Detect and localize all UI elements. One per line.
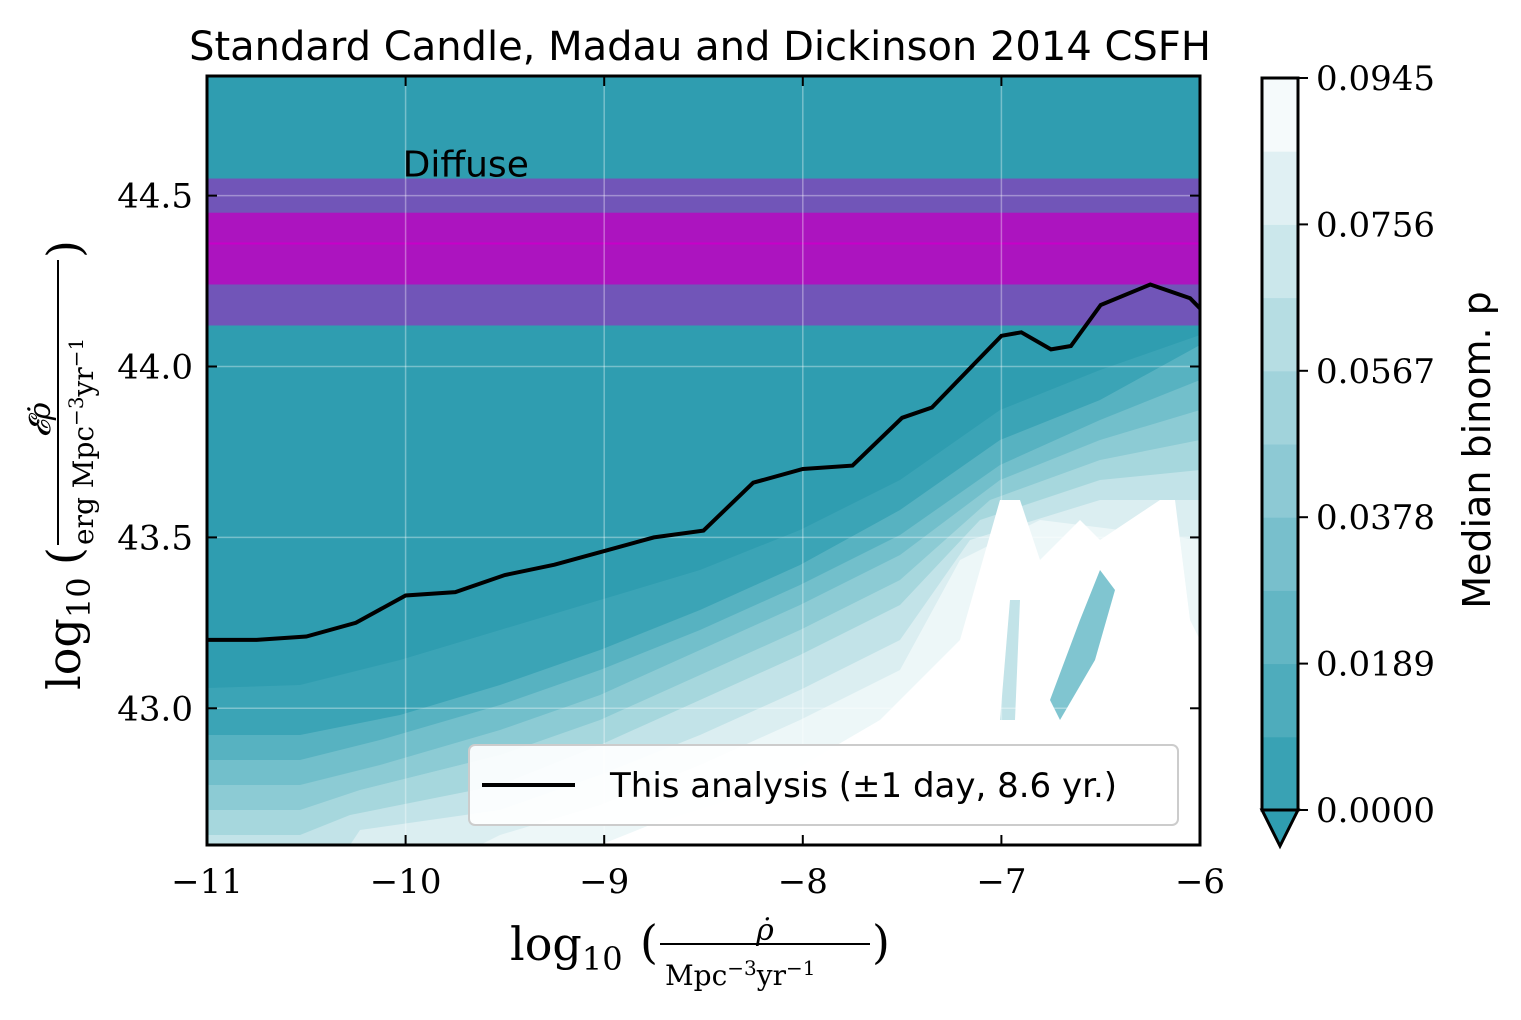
chart-title: Standard Candle, Madau and Dickinson 201… [189, 24, 1211, 70]
y-tick-label: 44.0 [117, 348, 193, 388]
svg-text:): ) [872, 915, 890, 969]
svg-text:log10: log10 [37, 577, 98, 690]
colorbar-tick-label: 0.0189 [1316, 645, 1435, 685]
colorbar-tick-label: 0.0945 [1316, 59, 1435, 99]
legend-label: This analysis (±1 day, 8.6 yr.) [609, 766, 1117, 806]
colorbar-segment [1262, 370, 1298, 445]
svg-text:): ) [37, 240, 91, 258]
diffuse-band-inner [207, 212, 1200, 285]
svg-text:log10: log10 [510, 917, 623, 978]
x-tick-label: −8 [778, 862, 828, 902]
legend: This analysis (±1 day, 8.6 yr.) [468, 744, 1179, 826]
colorbar-segment [1262, 517, 1298, 591]
y-tick-label: 43.0 [117, 689, 193, 729]
colorbar-tick-label: 0.0000 [1316, 791, 1435, 831]
colorbar-segment [1262, 78, 1298, 152]
x-tick-label: −9 [579, 862, 629, 902]
y-axis-label: log10 ( 𝓔ρ̇ erg Mpc−3yr−1 ) [23, 240, 100, 690]
svg-text:ρ̇: ρ̇ [755, 913, 774, 948]
svg-text:(: ( [37, 547, 91, 565]
colorbar-segment [1262, 736, 1298, 811]
colorbar-segment [1262, 590, 1298, 665]
colorbar-segment [1262, 444, 1298, 518]
axis-ticks: −11 −10 −9 −8 −7 −6 43.0 43.5 44.0 44.5 [117, 76, 1225, 902]
colorbar-extend-min [1259, 808, 1301, 850]
svg-text:Mpc−3yr−1: Mpc−3yr−1 [665, 956, 815, 992]
y-tick-label: 44.5 [117, 177, 193, 217]
colorbar: 0.0000 0.0189 0.0378 0.0567 0.0756 0.0945 [1259, 59, 1435, 850]
contour-streak [1050, 570, 1115, 720]
colorbar-segment [1262, 151, 1298, 225]
series-line-this-analysis [207, 282, 1200, 642]
svg-text:(: ( [640, 915, 658, 969]
x-tick-label: −10 [370, 862, 442, 902]
colorbar-tick-label: 0.0756 [1316, 205, 1435, 245]
colorbar-segment [1262, 297, 1298, 372]
svg-text:𝓔ρ̇: 𝓔ρ̇ [23, 402, 58, 437]
grid [207, 76, 1200, 845]
plot-frame [205, 74, 1202, 847]
legend-box [468, 744, 1179, 826]
diffuse-band [207, 178, 1200, 326]
y-tick-label: 43.5 [117, 518, 193, 558]
colorbar-segment [1262, 224, 1298, 299]
x-axis-label: log10 ( ρ̇ Mpc−3yr−1 ) [510, 913, 890, 992]
colorbar-label: Median binom. p [1455, 291, 1499, 609]
contour-streak-light [1000, 600, 1020, 720]
colorbar-tick-label: 0.0378 [1316, 498, 1435, 538]
x-tick-label: −6 [1175, 862, 1225, 902]
colorbar-tick-label: 0.0567 [1316, 352, 1435, 392]
diffuse-annotation: Diffuse [403, 144, 529, 185]
colorbar-frame [1260, 76, 1300, 812]
colorbar-segment [1262, 663, 1298, 738]
x-tick-label: −7 [976, 862, 1026, 902]
svg-text:erg Mpc−3yr−1: erg Mpc−3yr−1 [64, 338, 100, 545]
x-tick-label: −11 [171, 862, 243, 902]
